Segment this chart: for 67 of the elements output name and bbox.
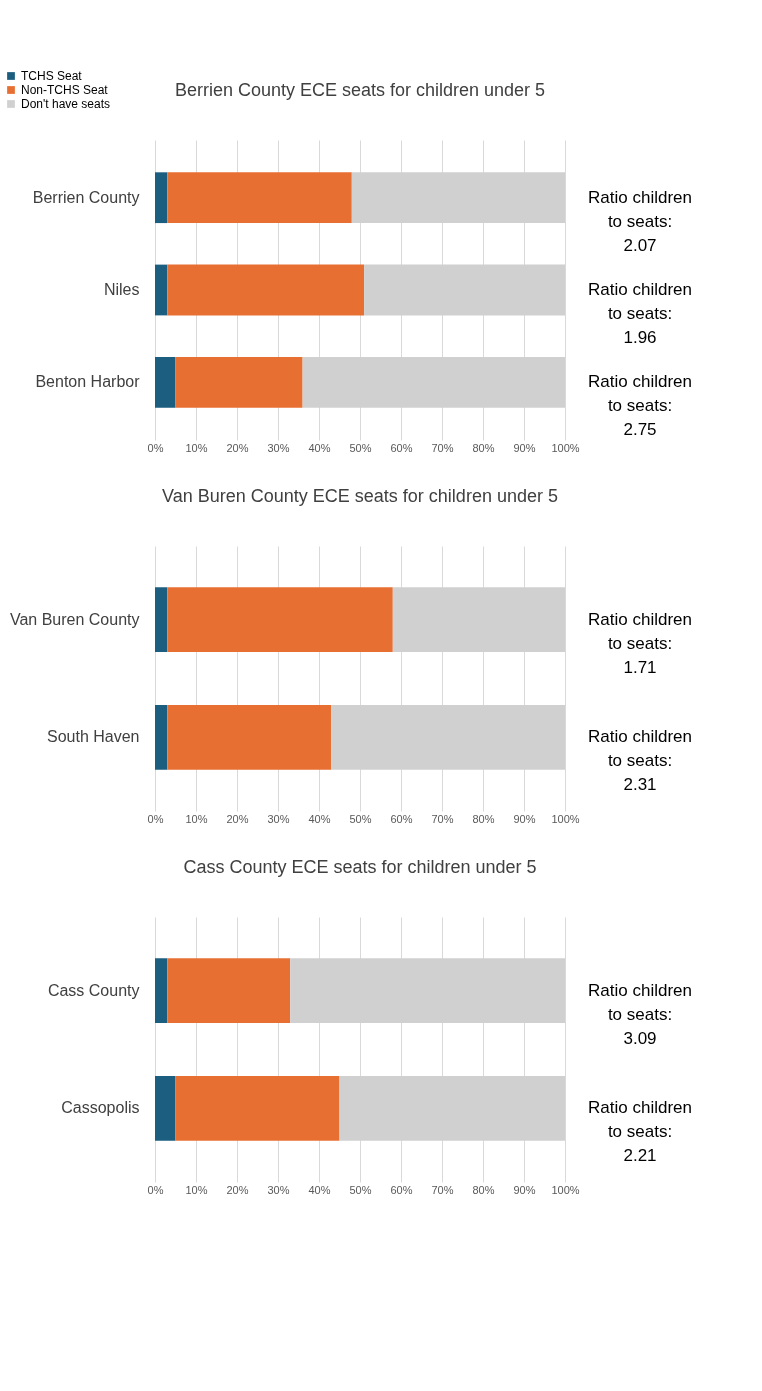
x-tick-label: 30% [267, 441, 290, 454]
x-tick-label: 60% [390, 812, 413, 825]
x-tick-label: 90% [513, 441, 536, 454]
x-tick-label: 0% [147, 812, 164, 825]
bar [167, 958, 291, 1023]
x-tick-label: 0% [147, 441, 164, 454]
x-tick-label: 50% [349, 1183, 372, 1196]
y-tick-label: Niles [103, 281, 140, 298]
x-tick-label: 100% [551, 441, 580, 454]
y-tick-label: South Haven [46, 728, 140, 746]
bar [155, 264, 168, 316]
x-tick-label: 70% [431, 812, 454, 825]
bar [155, 172, 168, 224]
y-tick-label: Benton Harbor [35, 373, 141, 391]
x-tick-label: 40% [308, 812, 331, 825]
x-tick-label: 20% [226, 441, 249, 454]
x-tick-label: 30% [267, 1183, 290, 1196]
y-tick-label: Cass County [47, 981, 140, 999]
x-tick-label: 10% [185, 812, 208, 825]
bar [155, 587, 168, 652]
x-tick-label: 100% [551, 1183, 580, 1196]
x-tick-label: 10% [185, 1183, 208, 1196]
text: Ratio children to seats: 2.21 [588, 1098, 692, 1166]
x-tick-label: 60% [390, 441, 413, 454]
text: Ratio children to seats: 1.71 [588, 609, 692, 677]
x-tick-label: 10% [185, 441, 208, 454]
x-tick-label: 90% [513, 1183, 536, 1196]
bar [155, 705, 168, 770]
x-tick-label: 80% [472, 812, 495, 825]
x-tick-label: 80% [472, 1183, 495, 1196]
bar [167, 172, 352, 224]
text: Ratio children to seats: 2.75 [588, 372, 692, 440]
text: Ratio children to seats: 1.96 [588, 280, 692, 347]
bar [167, 705, 332, 770]
x-tick-label: 70% [431, 441, 454, 454]
x-tick-label: 30% [267, 812, 290, 825]
y-tick-label: Van Buren County [9, 610, 140, 628]
bar [167, 587, 393, 652]
chart-title: Cass County ECE seats for children under 5 [183, 857, 537, 877]
legend-label: Don't have seats [21, 97, 111, 111]
chart-title: Van Buren County ECE seats for children under 5 [162, 486, 558, 506]
bar [155, 1076, 176, 1141]
x-tick-label: 50% [349, 812, 372, 825]
bar [155, 958, 168, 1023]
x-tick-label: 40% [308, 1183, 331, 1196]
bar [175, 1076, 340, 1141]
x-tick-label: 60% [390, 1183, 413, 1196]
x-tick-label: 40% [308, 441, 331, 454]
x-tick-label: 20% [226, 1183, 249, 1196]
bar [155, 356, 176, 408]
x-tick-label: 90% [513, 812, 536, 825]
x-tick-label: 70% [431, 1183, 454, 1196]
legend-label: Non-TCHS Seat [21, 83, 109, 97]
x-tick-label: 80% [472, 441, 495, 454]
x-tick-label: 0% [147, 1183, 164, 1196]
text: Ratio children to seats: 2.31 [588, 727, 692, 795]
x-tick-label: 50% [349, 441, 372, 454]
y-tick-label: Berrien County [32, 188, 140, 206]
bar [175, 356, 303, 408]
y-tick-label: Cassopolis [61, 1099, 140, 1117]
legend-label: TCHS Seat [21, 69, 83, 83]
chart-title: Berrien County ECE seats for children under 5 [174, 80, 546, 100]
x-tick-label: 20% [226, 812, 249, 825]
text: Ratio children to seats: 2.07 [588, 187, 692, 255]
x-tick-label: 100% [551, 812, 580, 825]
bar [167, 264, 365, 316]
text: Ratio children to seats: 3.09 [588, 980, 692, 1048]
